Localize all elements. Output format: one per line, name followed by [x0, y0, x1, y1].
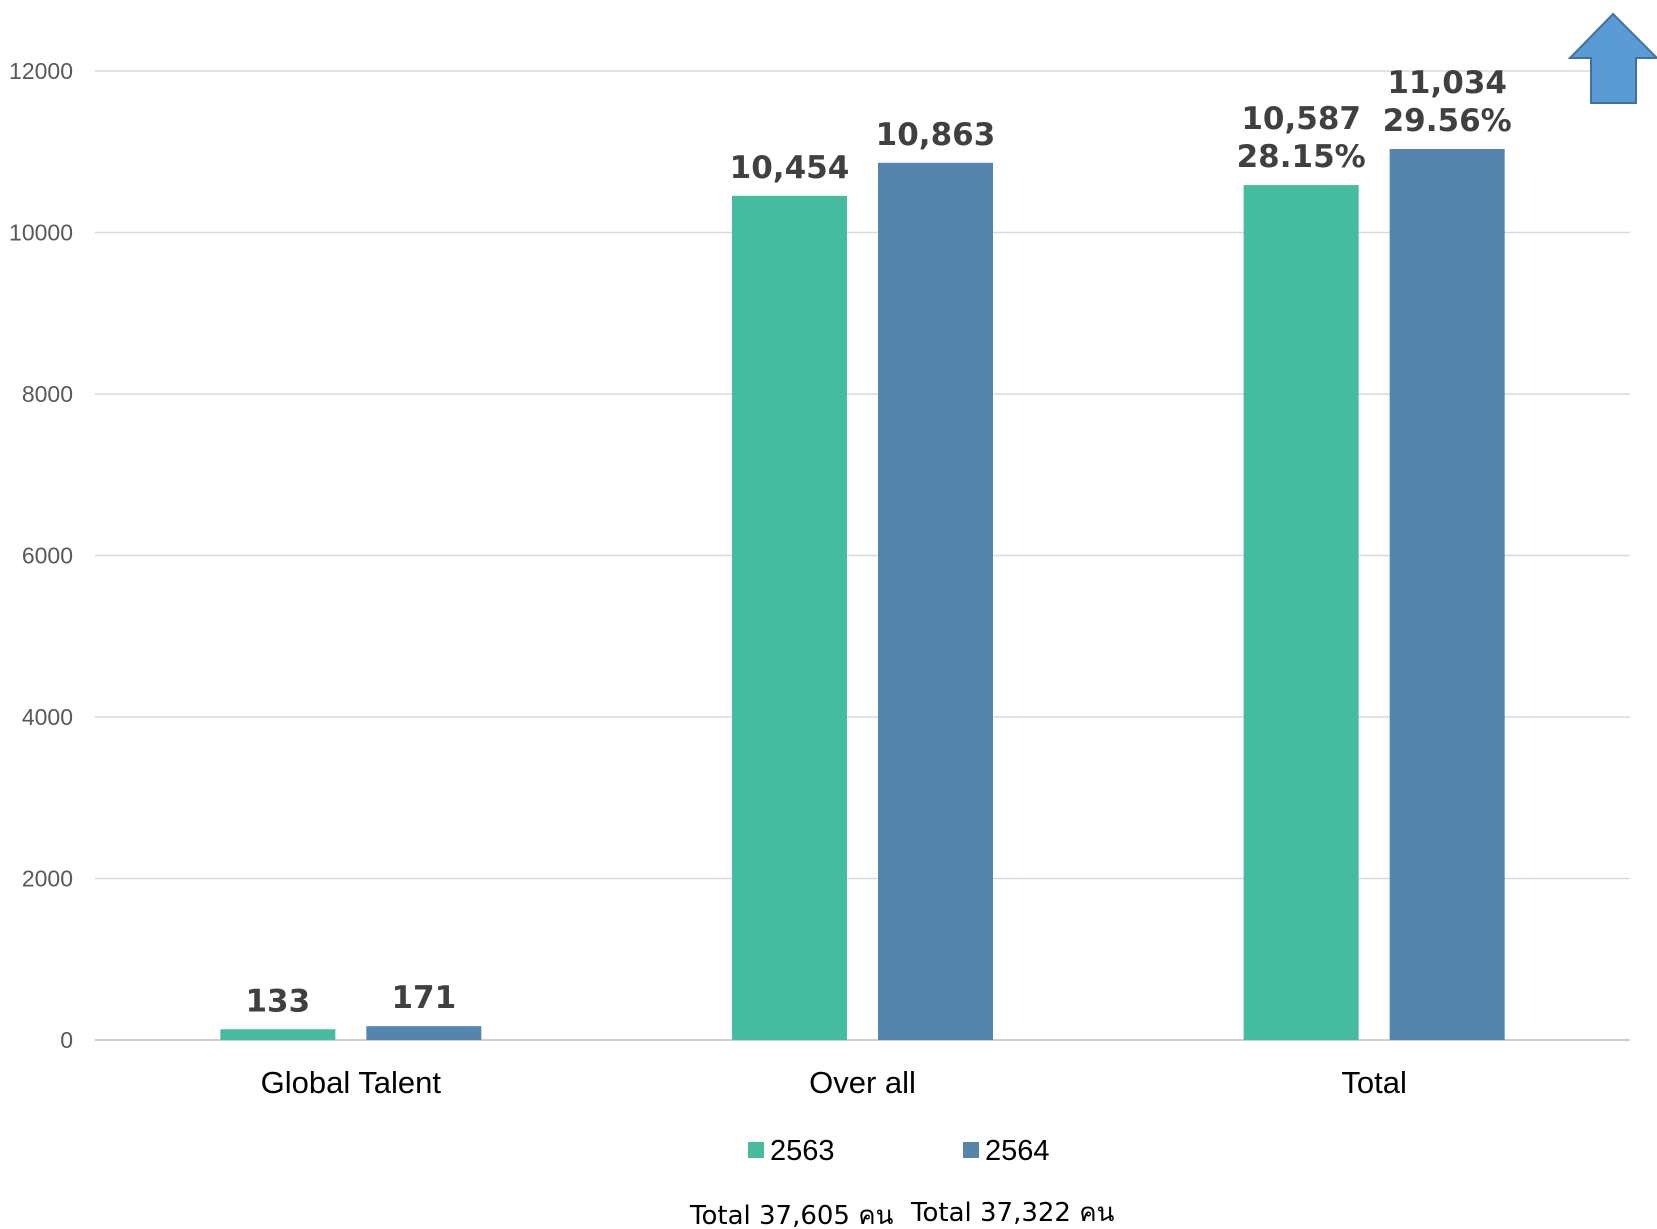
- bar-2563: [732, 195, 847, 1041]
- data-label: 11,034: [1387, 65, 1507, 101]
- legend-swatch-2564: [963, 1142, 979, 1158]
- total-annotation-2564: Total 37,322 คน: [910, 1198, 1115, 1228]
- y-axis-ticks: 0 2000 4000 6000 8000 10000 12000: [9, 58, 73, 1053]
- data-label: 10,587: [1241, 101, 1361, 137]
- y-tick-label: 4000: [22, 704, 73, 730]
- data-label: 10,454: [730, 150, 850, 186]
- gridlines: [95, 70, 1630, 1041]
- category-label: Global Talent: [261, 1065, 442, 1100]
- y-tick-label: 12000: [9, 58, 73, 84]
- legend-label-2563: 2563: [770, 1135, 835, 1167]
- bar-2563: [1243, 185, 1359, 1041]
- x-axis-categories: Global Talent Over all Total: [261, 1065, 1407, 1100]
- category-label: Total: [1341, 1065, 1406, 1100]
- total-annotation-2563: Total 37,605 คน: [689, 1201, 894, 1229]
- bar-2564: [878, 162, 993, 1040]
- data-label: 10,863: [876, 117, 996, 153]
- legend-label-2564: 2564: [985, 1135, 1050, 1167]
- y-tick-label: 10000: [9, 220, 73, 246]
- data-label: 29.56%: [1383, 103, 1512, 139]
- y-tick-label: 0: [60, 1027, 73, 1053]
- category-label: Over all: [809, 1065, 916, 1100]
- data-label: 171: [391, 980, 456, 1016]
- bars: [220, 149, 1505, 1041]
- up-arrow-icon: [1567, 12, 1657, 104]
- y-tick-label: 6000: [22, 543, 73, 569]
- legend: 2563 2564: [748, 1135, 1050, 1167]
- y-tick-label: 8000: [22, 381, 73, 407]
- bar-2564: [1389, 149, 1505, 1040]
- y-tick-label: 2000: [22, 866, 73, 892]
- data-label: 28.15%: [1237, 139, 1366, 175]
- bar-2564: [366, 1026, 482, 1040]
- legend-swatch-2563: [748, 1142, 764, 1158]
- data-label: 133: [245, 983, 310, 1019]
- bar-2563: [220, 1029, 336, 1040]
